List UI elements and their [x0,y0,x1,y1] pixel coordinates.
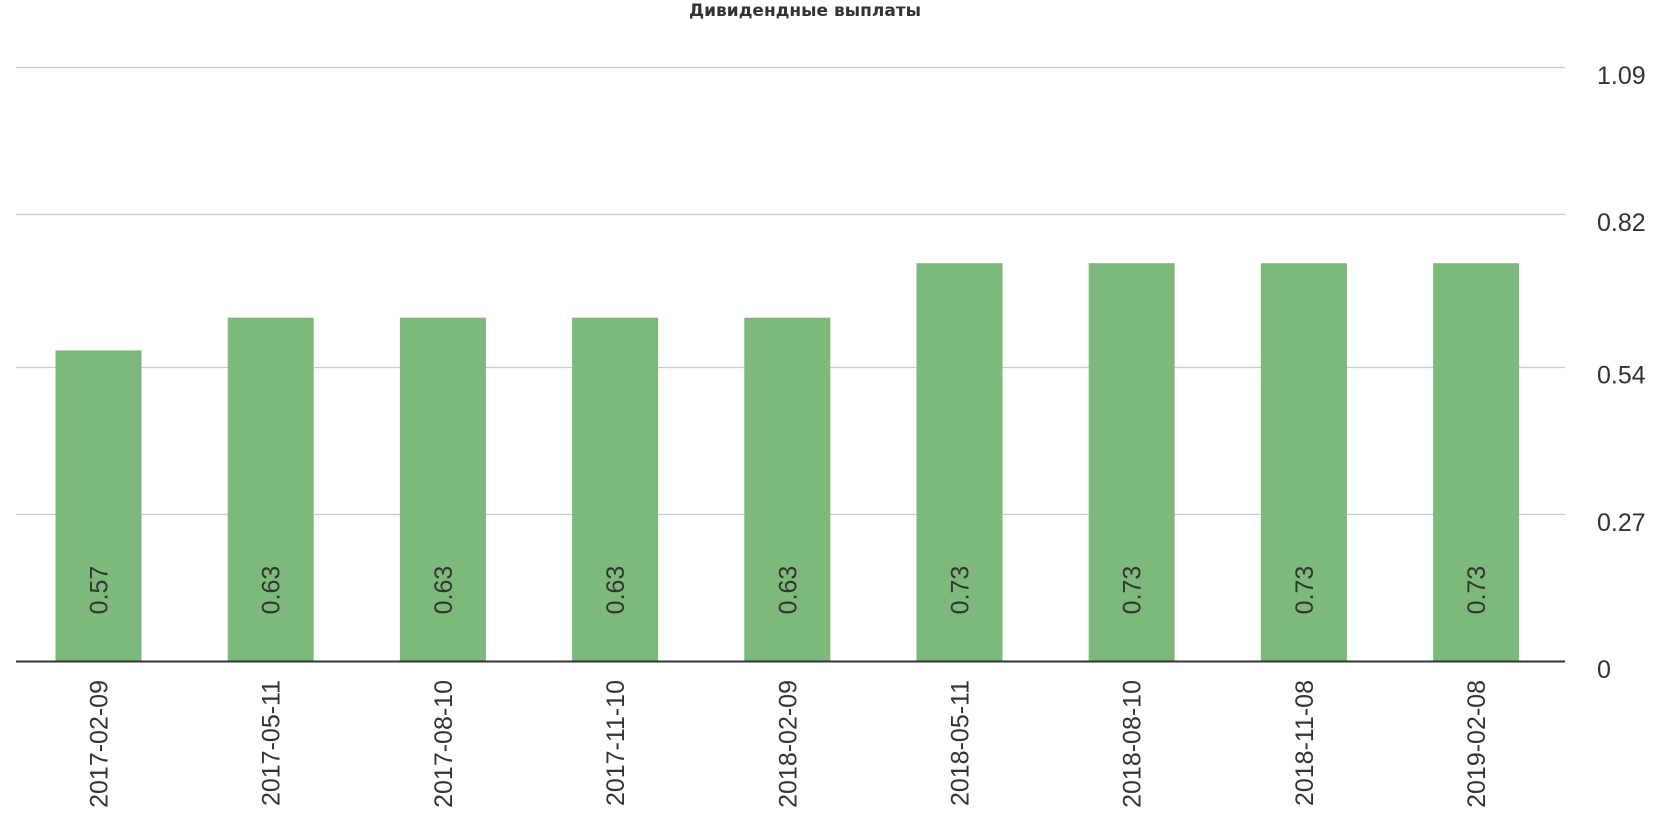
bar [1260,263,1347,661]
x-tick-label: 2019-02-08 [1463,680,1491,808]
y-tick-label: 0.27 [1597,509,1646,537]
data-label: 0.63 [774,566,802,615]
x-tick-label: 2017-08-10 [430,680,458,808]
data-label: 0.63 [430,566,458,615]
bar [916,263,1003,661]
x-tick-label: 2018-11-08 [1291,680,1319,806]
data-label: 0.57 [86,566,114,615]
bar [227,317,314,661]
data-label: 0.73 [1291,566,1319,615]
bar [1433,263,1520,661]
bar [744,317,831,661]
y-tick-label: 1.09 [1597,62,1646,90]
x-tick-label: 2018-08-10 [1119,680,1147,808]
x-tick-label: 2017-11-10 [602,680,630,806]
data-label: 0.63 [602,566,630,615]
bar [1088,263,1175,661]
x-tick-label: 2017-02-09 [86,680,114,808]
data-label: 0.73 [1463,566,1491,615]
x-tick-label: 2018-02-09 [774,680,802,808]
y-tick-label: 0 [1597,656,1611,684]
data-label: 0.73 [1119,566,1147,615]
bar [572,317,659,661]
bar [55,350,142,661]
bar [399,317,486,661]
data-label: 0.63 [258,566,286,615]
x-tick-label: 2017-05-11 [258,680,286,806]
data-label: 0.73 [947,566,975,615]
x-tick-label: 2018-05-11 [947,680,975,806]
y-tick-label: 0.82 [1597,209,1646,237]
y-tick-label: 0.54 [1597,362,1646,390]
chart-title: Дивидендные выплаты [688,1,922,21]
